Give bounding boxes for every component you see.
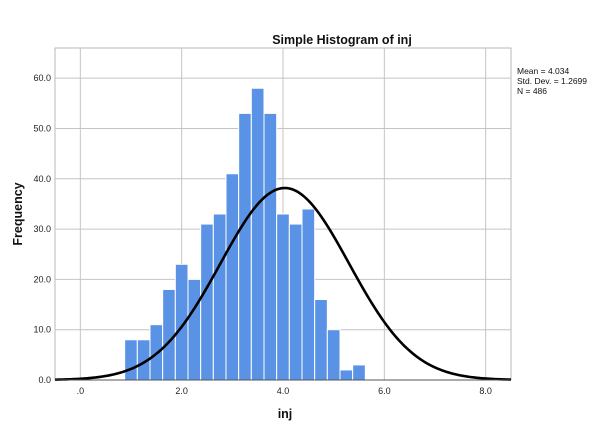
histogram-bar <box>250 87 265 381</box>
histogram-bar <box>124 339 138 381</box>
y-tick-label: 40.0 <box>33 174 51 184</box>
chart-title: Simple Histogram of inj <box>272 33 412 47</box>
statistics-legend: Mean = 4.034 Std. Dev. = 1.2699 N = 486 <box>517 66 587 96</box>
histogram-bar <box>263 112 278 381</box>
histogram-bar <box>187 278 202 381</box>
histogram-bar <box>314 299 328 381</box>
y-tick-label: 20.0 <box>33 274 51 284</box>
y-tick-label: 10.0 <box>33 325 51 335</box>
x-tick-labels: .0 2.0 4.0 6.0 8.0 <box>77 386 492 396</box>
x-tick-label: 2.0 <box>175 386 188 396</box>
histogram-bar <box>225 173 240 381</box>
histogram-bar <box>276 213 290 381</box>
y-axis-title: Frequency <box>11 182 25 245</box>
normal-curve <box>54 186 512 381</box>
histogram-bars <box>124 87 366 381</box>
y-tick-labels: 0.0 10.0 20.0 30.0 40.0 50.0 60.0 <box>33 73 51 385</box>
histogram-bar <box>326 329 341 381</box>
histogram-bar <box>301 208 316 381</box>
stat-std-dev: Std. Dev. = 1.2699 <box>517 76 587 86</box>
x-tick-label: 4.0 <box>277 386 290 396</box>
y-tick-label: 30.0 <box>33 224 51 234</box>
y-tick-label: 0.0 <box>38 375 51 385</box>
y-tick-label: 50.0 <box>33 123 51 133</box>
histogram-bar <box>352 364 366 381</box>
y-tick-label: 60.0 <box>33 73 51 83</box>
histogram-bar <box>200 223 214 381</box>
histogram-bar <box>288 223 303 381</box>
histogram-bar <box>212 213 227 381</box>
stat-mean: Mean = 4.034 <box>517 66 569 76</box>
x-axis-title: inj <box>278 407 293 421</box>
stat-n: N = 486 <box>517 86 547 96</box>
histogram-bar <box>162 288 176 381</box>
x-tick-label: 8.0 <box>479 386 492 396</box>
x-tick-label: 6.0 <box>378 386 391 396</box>
histogram-bar <box>339 369 354 381</box>
x-tick-label: .0 <box>77 386 85 396</box>
histogram-bar <box>238 112 252 381</box>
